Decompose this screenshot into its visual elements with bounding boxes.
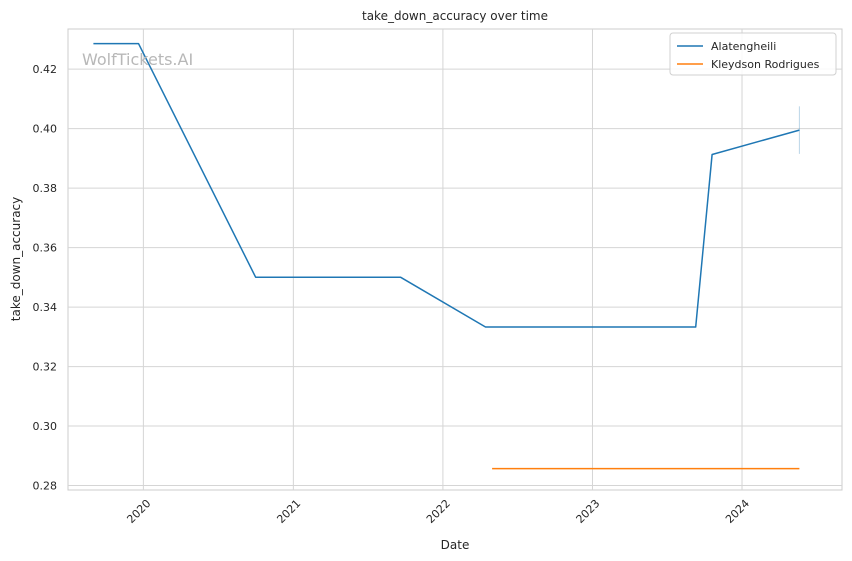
series-layer [93,42,800,470]
x-tick-label: 2021 [274,497,303,526]
legend-label-alatengheili: Alatengheili [711,40,776,53]
x-axis-label: Date [441,538,470,552]
legend-box [669,32,837,76]
y-tick-label: 0.36 [33,242,58,255]
watermark-text: WolfTickets.AI [82,50,193,69]
legend: Alatengheili Kleydson Rodrigues [669,32,837,76]
y-tick-label: 0.42 [33,63,58,76]
y-tick-labels: 0.28 0.30 0.32 0.34 0.36 0.38 0.40 0.42 [33,63,58,492]
x-gridlines [142,29,743,490]
y-tick-label: 0.34 [33,301,58,314]
x-tick-label: 2022 [424,497,453,526]
y-tick-label: 0.32 [33,361,58,374]
series-line-alatengheili [93,42,800,328]
y-tick-label: 0.28 [33,480,58,493]
x-tick-label: 2023 [573,497,602,526]
legend-label-kleydson-rodrigues: Kleydson Rodrigues [711,58,820,71]
y-tick-label: 0.30 [33,420,58,433]
x-tick-labels: 2020 2021 2022 2023 2024 [124,497,752,526]
x-tick-label: 2020 [124,497,153,526]
y-axis-label: take_down_accuracy [9,197,23,321]
y-tick-label: 0.38 [33,182,58,195]
chart-title: take_down_accuracy over time [362,9,548,23]
y-tick-label: 0.40 [33,123,58,136]
plot-area [67,28,843,491]
x-tick-label: 2024 [723,497,752,526]
